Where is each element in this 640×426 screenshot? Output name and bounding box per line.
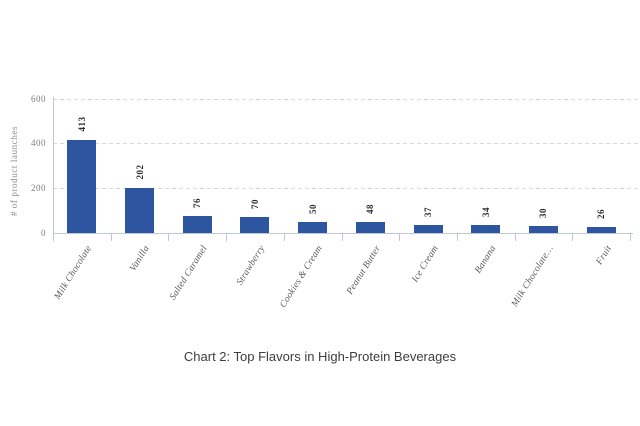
x-category-label: Vanilla <box>128 244 153 274</box>
bar-value-label: 26 <box>596 208 607 219</box>
bar-value-label: 76 <box>192 197 203 208</box>
bar-value-label: 70 <box>249 199 260 210</box>
x-category-label: Fruit <box>594 244 614 267</box>
bar-cookies-cream <box>298 221 328 233</box>
x-category-label: Salted Caramel <box>168 244 210 303</box>
bar-salted-caramel <box>182 215 212 233</box>
x-axis-tick <box>630 233 631 241</box>
bar-value-label: 413 <box>76 116 87 132</box>
bar-value-label: 30 <box>538 208 549 219</box>
x-axis-tick <box>53 233 54 241</box>
bar-value-label: 202 <box>134 164 145 180</box>
bar-milk-chocolate <box>67 140 97 233</box>
bar-banana <box>471 225 501 233</box>
bar-value-label: 37 <box>423 206 434 217</box>
bar-strawberry <box>240 217 270 233</box>
x-axis-tick <box>168 233 170 241</box>
x-category-label: Milk Chocolate <box>53 244 95 302</box>
x-category-label: Ice Cream <box>410 244 441 285</box>
y-tick-label: 400 <box>31 138 46 149</box>
chart-caption: Chart 2: Top Flavors in High-Protein Bev… <box>183 349 457 364</box>
gridline-200 <box>53 188 640 190</box>
bar-chart-figure: # of product launches 0 200 400 600 413 Milk … <box>9 93 640 310</box>
gridline-600 <box>53 98 640 100</box>
x-axis-tick <box>110 233 112 241</box>
x-axis-tick <box>341 233 343 241</box>
x-axis-tick <box>456 233 458 241</box>
x-category-label: Milk Chocolate… <box>510 244 556 309</box>
bar-vanilla <box>125 187 155 233</box>
bar-peanut-butter <box>355 222 385 233</box>
x-category-label: Cookies & Cream <box>278 244 326 310</box>
x-axis-tick <box>283 233 285 241</box>
gridline-400 <box>53 143 640 145</box>
x-category-label: Banana <box>473 244 499 276</box>
x-axis-line <box>53 233 633 234</box>
x-axis-tick <box>514 233 516 241</box>
x-axis-tick <box>572 233 574 241</box>
x-category-label: Peanut Butter <box>344 244 383 297</box>
y-tick-label: 600 <box>31 93 46 104</box>
bar-milk-chocolate- <box>528 226 558 233</box>
bar-ice-cream <box>413 224 443 233</box>
y-axis-line <box>53 96 54 241</box>
y-tick-label: 0 <box>41 228 46 238</box>
x-axis-tick <box>399 233 401 241</box>
bar-value-label: 34 <box>480 207 491 218</box>
y-tick-label: 200 <box>31 183 46 194</box>
plot-area: 0 200 400 600 413 Milk Chocolate 202 Vanilla 76 S… <box>31 93 640 310</box>
bar-fruit <box>586 227 616 233</box>
x-axis-tick <box>226 233 228 241</box>
bar-value-label: 50 <box>307 203 318 214</box>
bar-value-label: 48 <box>365 204 376 215</box>
x-category-label: Strawberry <box>235 244 268 288</box>
